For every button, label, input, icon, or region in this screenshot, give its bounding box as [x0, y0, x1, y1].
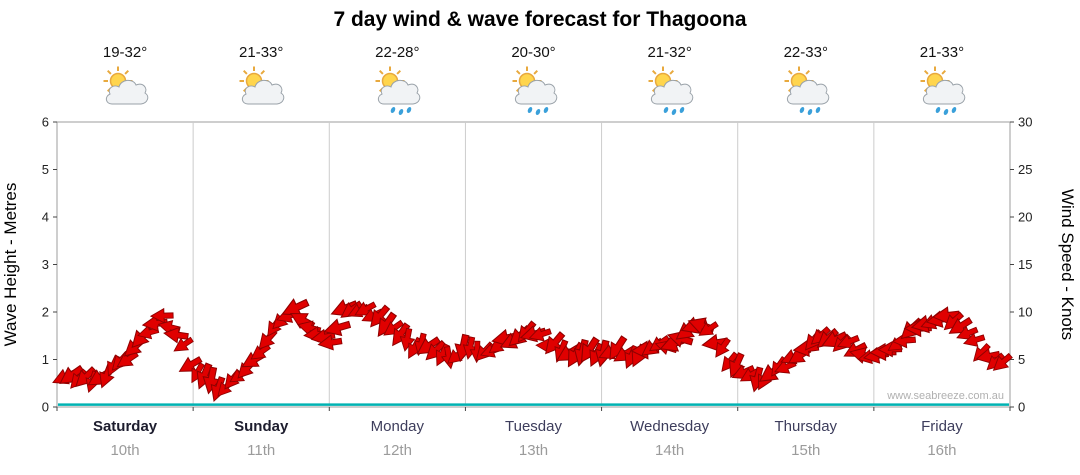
- day-label: Thursday: [774, 418, 838, 435]
- left-tick-label: 2: [42, 305, 49, 320]
- day-label: Monday: [370, 418, 425, 435]
- weather-icon-showers: [373, 66, 421, 116]
- rain-icon: [663, 106, 684, 116]
- left-tick-label: 3: [42, 257, 49, 272]
- rain-icon: [799, 106, 821, 116]
- left-tick-label: 0: [42, 400, 49, 415]
- right-axis-title: Wind Speed - Knots: [1058, 189, 1077, 340]
- wind-arrow: [323, 318, 352, 337]
- temperature-range: 20-30°: [511, 44, 556, 61]
- day-label: Tuesday: [505, 418, 562, 435]
- day-label: Wednesday: [630, 418, 710, 435]
- watermark: www.seabreeze.com.au: [886, 390, 1004, 402]
- right-tick-label: 25: [1018, 162, 1032, 177]
- wind-arrow: [173, 336, 194, 352]
- date-label: 16th: [927, 442, 957, 459]
- right-tick-label: 20: [1018, 210, 1032, 225]
- date-label: 12th: [382, 442, 412, 459]
- wind-arrow: [729, 352, 746, 379]
- wind-arrow: [149, 307, 174, 324]
- day-label: Friday: [921, 418, 963, 435]
- wind-arrow: [163, 326, 189, 344]
- right-tick-label: 0: [1018, 400, 1025, 415]
- wind-arrow: [528, 326, 552, 342]
- wind-arrow: [715, 337, 731, 358]
- temperature-range: 19-32°: [102, 44, 148, 61]
- wind-arrow: [963, 332, 986, 347]
- date-label: 15th: [791, 442, 821, 459]
- wind-arrows-group: [52, 298, 1013, 402]
- wind-arrow: [698, 321, 719, 336]
- weather-icon-partly-cloudy: [237, 66, 285, 116]
- date-label: 13th: [518, 442, 549, 459]
- wind-arrow: [317, 334, 343, 351]
- left-tick-label: 4: [42, 210, 49, 225]
- cloud-icon: [378, 79, 421, 105]
- cloud-icon: [786, 79, 830, 105]
- right-tick-label: 15: [1018, 257, 1032, 272]
- left-tick-label: 1: [42, 352, 49, 367]
- temperature-range: 22-33°: [783, 44, 828, 61]
- cloud-icon: [922, 79, 966, 105]
- right-tick-label: 10: [1018, 305, 1032, 320]
- page-title: 7 day wind & wave forecast for Thagoona: [333, 8, 747, 31]
- day-label: Saturday: [92, 418, 158, 435]
- day-label: Sunday: [234, 418, 289, 435]
- cloud-icon: [242, 79, 285, 105]
- left-tick-label: 5: [42, 162, 49, 177]
- right-tick-label: 5: [1018, 352, 1025, 367]
- rain-icon: [935, 106, 957, 116]
- wind-arrow: [250, 343, 271, 360]
- weather-icon-showers: [646, 66, 694, 116]
- cloud-icon: [650, 79, 693, 105]
- rain-icon: [527, 106, 548, 116]
- rain-icon: [391, 106, 412, 116]
- left-tick-label: 6: [42, 115, 49, 130]
- wind-arrow: [992, 352, 1013, 371]
- wind-arrow: [609, 335, 628, 361]
- date-label: 10th: [110, 442, 140, 459]
- temperature-range: 21-33°: [919, 44, 965, 61]
- temperature-range: 21-32°: [647, 44, 692, 61]
- weather-icon-showers: [782, 66, 830, 116]
- wind-arrow: [399, 327, 416, 352]
- right-tick-label: 30: [1018, 115, 1032, 130]
- date-label: 14th: [655, 442, 685, 459]
- temperature-range: 21-33°: [239, 44, 284, 61]
- temperature-range: 22-28°: [375, 44, 420, 61]
- weather-icon-showers: [918, 66, 966, 116]
- left-axis-title: Wave Height - Metres: [1, 183, 20, 347]
- weather-icon-partly-cloudy: [101, 66, 149, 116]
- cloud-icon: [105, 79, 149, 105]
- weather-icon-showers: [510, 66, 558, 116]
- cloud-icon: [514, 79, 557, 105]
- date-label: 11th: [247, 442, 276, 459]
